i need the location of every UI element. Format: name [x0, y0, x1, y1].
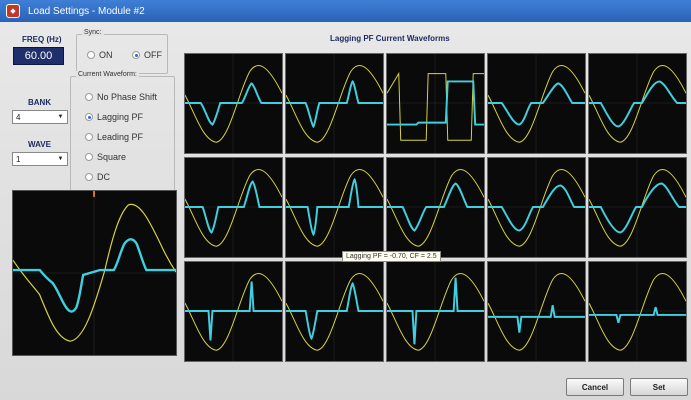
radio-icon — [85, 173, 93, 181]
wave-dropdown[interactable]: 1 ▼ — [12, 152, 68, 166]
wave-value: 1 — [16, 154, 21, 164]
square-label: Square — [97, 152, 127, 162]
radio-icon — [85, 133, 93, 141]
waveform-thumbnail[interactable] — [588, 53, 687, 154]
waveform-thumbnail[interactable] — [184, 261, 283, 362]
radio-icon — [85, 93, 93, 101]
dc-label: DC — [97, 172, 110, 182]
preview-waveform-graphic — [13, 191, 176, 355]
current-waveform-legend: Current Waveform: — [76, 71, 139, 78]
waveform-tooltip: Lagging PF = -0.70, CF = 2.5 — [342, 251, 441, 262]
waveform-thumbnail-graphic — [589, 158, 686, 257]
no-phase-shift-label: No Phase Shift — [97, 92, 158, 102]
waveform-thumbnail[interactable] — [487, 53, 586, 154]
waveform-thumbnail-graphic — [286, 262, 383, 361]
lagging-pf-radio[interactable]: Lagging PF — [85, 112, 143, 122]
waveform-thumbnail[interactable] — [285, 157, 384, 258]
waveform-thumbnail-graphic — [185, 54, 282, 153]
waveform-thumbnail-graphic — [387, 158, 484, 257]
waveform-thumbnail-graphic — [286, 54, 383, 153]
selected-waveform-preview — [12, 190, 177, 356]
wave-label: WAVE — [28, 140, 51, 149]
title-bar: ◆ Load Settings - Module #2 — [0, 0, 691, 22]
load-settings-panel: FREQ (Hz) 60.00 Sync: ON OFF BANK 4 ▼ WA… — [0, 22, 691, 400]
waveform-thumbnail-graphic — [488, 262, 585, 361]
waveform-thumbnail-graphic — [387, 262, 484, 361]
leading-pf-radio[interactable]: Leading PF — [85, 132, 143, 142]
window-title: Load Settings - Module #2 — [28, 5, 145, 17]
sync-off-label: OFF — [144, 50, 162, 60]
bank-value: 4 — [16, 112, 21, 122]
no-phase-shift-radio[interactable]: No Phase Shift — [85, 92, 157, 102]
sync-off-radio[interactable]: OFF — [132, 50, 162, 60]
waveform-thumbnail[interactable] — [285, 261, 384, 362]
waveform-thumbnail[interactable] — [184, 53, 283, 154]
sync-on-label: ON — [99, 50, 113, 60]
waveform-thumbnail[interactable] — [386, 53, 485, 154]
set-button[interactable]: Set — [630, 378, 688, 396]
radio-icon — [87, 51, 95, 59]
radio-selected-icon — [132, 51, 140, 59]
waveform-thumbnail[interactable] — [386, 261, 485, 362]
cancel-button[interactable]: Cancel — [566, 378, 624, 396]
waveform-thumbnail[interactable] — [588, 157, 687, 258]
leading-pf-label: Leading PF — [97, 132, 144, 142]
waveform-thumbnail[interactable] — [386, 157, 485, 258]
waveform-thumbnail[interactable] — [184, 157, 283, 258]
waveform-thumbnail-graphic — [185, 262, 282, 361]
waveform-grid — [184, 53, 687, 378]
dc-radio[interactable]: DC — [85, 172, 110, 182]
radio-icon — [85, 153, 93, 161]
waveform-thumbnail-graphic — [589, 54, 686, 153]
sync-on-radio[interactable]: ON — [87, 50, 113, 60]
waveforms-grid-title: Lagging PF Current Waveforms — [330, 34, 450, 43]
waveform-thumbnail[interactable] — [588, 261, 687, 362]
waveform-thumbnail-graphic — [488, 54, 585, 153]
waveform-thumbnail[interactable] — [487, 157, 586, 258]
square-radio[interactable]: Square — [85, 152, 126, 162]
waveform-thumbnail-graphic — [185, 158, 282, 257]
radio-selected-icon — [85, 113, 93, 121]
current-waveform-group: Current Waveform: No Phase Shift Lagging… — [70, 71, 175, 208]
waveform-thumbnail[interactable] — [487, 261, 586, 362]
freq-label: FREQ (Hz) — [22, 35, 62, 44]
chevron-down-icon: ▼ — [57, 114, 64, 120]
waveform-thumbnail-graphic — [286, 158, 383, 257]
waveform-thumbnail-graphic — [589, 262, 686, 361]
chevron-down-icon: ▼ — [57, 156, 64, 162]
waveform-thumbnail[interactable] — [285, 53, 384, 154]
sync-legend: Sync: — [82, 29, 104, 36]
app-logo-icon: ◆ — [6, 4, 20, 18]
sync-group: Sync: ON OFF — [76, 29, 168, 74]
bank-dropdown[interactable]: 4 ▼ — [12, 110, 68, 124]
waveform-thumbnail-graphic — [488, 158, 585, 257]
freq-display[interactable]: 60.00 — [13, 47, 64, 65]
bank-label: BANK — [28, 98, 52, 107]
lagging-pf-label: Lagging PF — [97, 112, 144, 122]
waveform-thumbnail-graphic — [387, 54, 484, 153]
